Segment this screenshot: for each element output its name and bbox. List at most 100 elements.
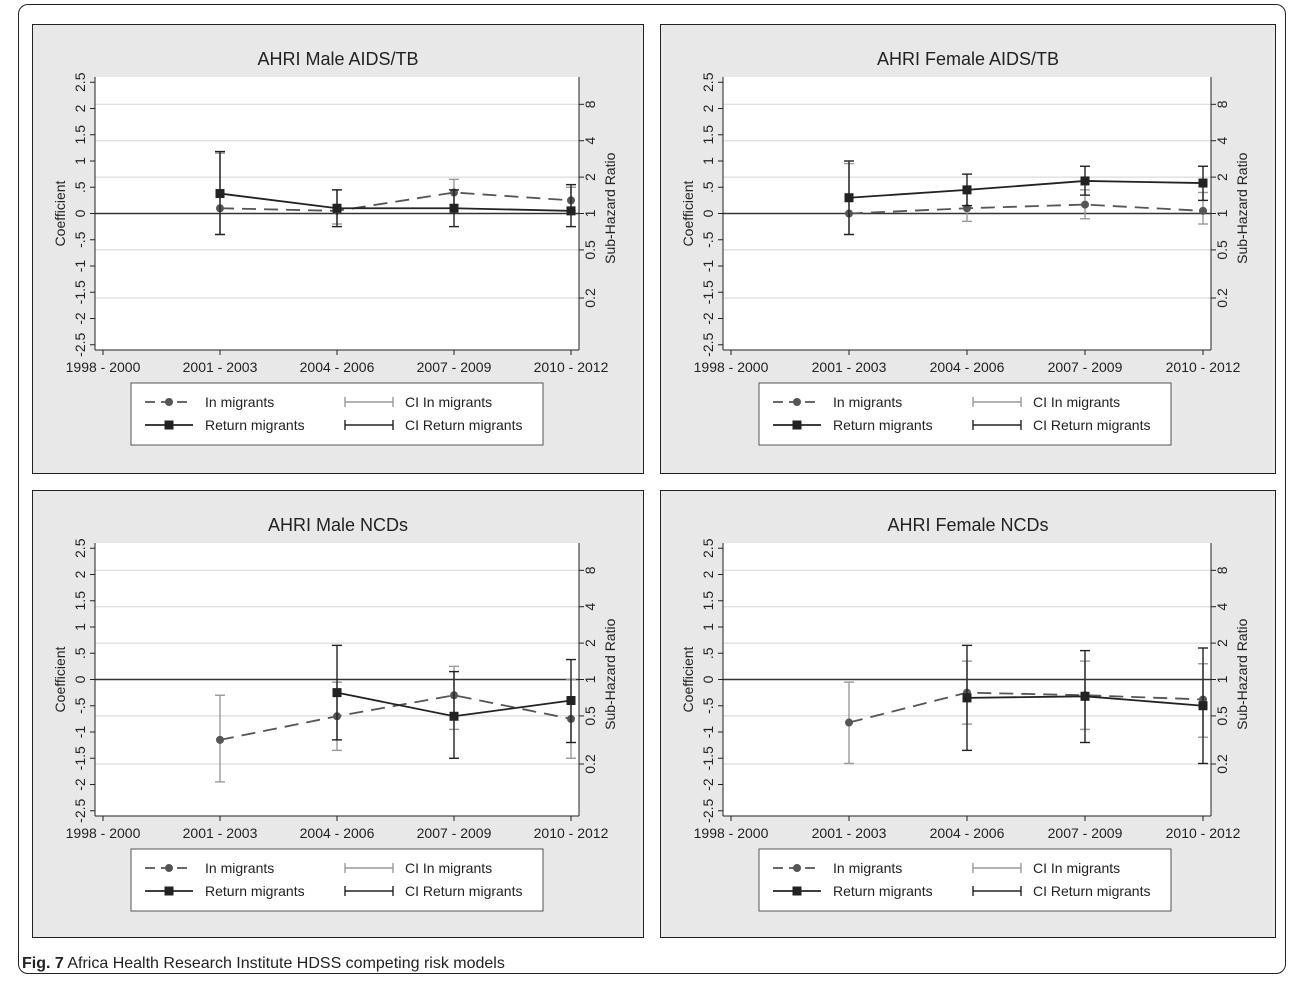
y-tick-label: 2 bbox=[700, 104, 716, 112]
x-tick-label: 2001 - 2003 bbox=[183, 359, 258, 375]
x-tick-label: 1998 - 2000 bbox=[66, 359, 141, 375]
y-tick-label: -1.5 bbox=[72, 280, 88, 304]
legend-label-return: Return migrants bbox=[833, 417, 933, 433]
y-tick-label: 2.5 bbox=[700, 72, 716, 92]
hr-tick-label: 1 bbox=[582, 209, 598, 217]
hr-tick-label: 0.2 bbox=[582, 754, 598, 774]
point-return-migrants bbox=[1198, 701, 1208, 711]
y-tick-label: -2.5 bbox=[700, 332, 716, 356]
hr-tick-label: 4 bbox=[1214, 137, 1230, 145]
y2-axis-title: Sub-Hazard Ratio bbox=[602, 152, 618, 263]
point-return-migrants bbox=[844, 193, 854, 203]
legend-label-ci-return: CI Return migrants bbox=[405, 417, 522, 433]
chart-panel-female-ncds: AHRI Female NCDs -2.5 -2 -1.5 -1 -.5 0.5 1 1.5 2 2… bbox=[660, 490, 1276, 938]
chart-title: AHRI Female NCDs bbox=[887, 515, 1048, 535]
line-in-migrants bbox=[848, 691, 1204, 724]
legend-label-return: Return migrants bbox=[205, 883, 305, 899]
x-tick-label: 2001 - 2003 bbox=[812, 825, 887, 841]
legend: In migrants Return migrants CI In migrants… bbox=[758, 848, 1172, 912]
y-tick-label: 1 bbox=[72, 157, 88, 165]
chart-panel-female-aids-tb: AHRI Female AIDS/TB -2.5 -2 -1.5 -1 -.5 0.5 1 1.… bbox=[660, 24, 1276, 474]
point-return-migrants bbox=[566, 206, 576, 216]
y-tick-label: 0 bbox=[72, 675, 88, 683]
hr-tick-label: 8 bbox=[1214, 100, 1230, 108]
y-axis-title: Coefficient bbox=[52, 180, 68, 246]
legend-label-ci-in: CI In migrants bbox=[1033, 394, 1120, 410]
legend-label-in: In migrants bbox=[833, 394, 902, 410]
legend-label-ci-in: CI In migrants bbox=[405, 860, 492, 876]
point-in-migrants bbox=[845, 718, 853, 727]
y-tick-label: -1.5 bbox=[700, 280, 716, 304]
hr-tick-label: 0.5 bbox=[1214, 706, 1230, 726]
hr-tick-label: 2 bbox=[582, 173, 598, 181]
hr-tick-label: 1 bbox=[582, 675, 598, 683]
line-in-migrants bbox=[219, 191, 572, 212]
legend-label-ci-in: CI In migrants bbox=[405, 394, 492, 410]
y-tick-label: 2.5 bbox=[700, 538, 716, 558]
y-tick-label: .5 bbox=[700, 181, 716, 193]
legend-marker-return bbox=[164, 420, 174, 430]
hr-tick-label: 1 bbox=[1214, 209, 1230, 217]
x-tick-label: 2001 - 2003 bbox=[812, 359, 887, 375]
x-tick-label: 2007 - 2009 bbox=[1048, 825, 1123, 841]
legend-marker-return bbox=[792, 886, 802, 896]
hr-tick-label: 2 bbox=[582, 639, 598, 647]
y-tick-label: 1.5 bbox=[700, 591, 716, 611]
hr-tick-label: 0.5 bbox=[582, 240, 598, 260]
series-return-migrants bbox=[962, 644, 1208, 765]
chart-title: AHRI Male AIDS/TB bbox=[257, 49, 418, 69]
legend-label-in: In migrants bbox=[205, 394, 274, 410]
y-axis-title: Coefficient bbox=[680, 180, 696, 246]
y-tick-label: 1 bbox=[700, 623, 716, 631]
y-tick-label: 1 bbox=[72, 623, 88, 631]
legend-label-ci-return: CI Return migrants bbox=[1033, 883, 1150, 899]
point-return-migrants bbox=[332, 203, 342, 213]
y-tick-label: 1.5 bbox=[72, 591, 88, 611]
y-axis-title: Coefficient bbox=[52, 646, 68, 712]
chart-svg: AHRI Female AIDS/TB-2.5-2-1.5-1-.50.511.… bbox=[661, 25, 1275, 473]
y-tick-label: -.5 bbox=[72, 697, 88, 714]
point-return-migrants bbox=[962, 693, 972, 703]
y-tick-label: -.5 bbox=[700, 231, 716, 248]
point-return-migrants bbox=[449, 203, 459, 213]
x-tick-label: 2004 - 2006 bbox=[300, 825, 375, 841]
y-tick-label: 2.5 bbox=[72, 538, 88, 558]
y-tick-label: .5 bbox=[700, 647, 716, 659]
line-return-migrants bbox=[219, 192, 572, 212]
legend-marker-return bbox=[792, 420, 802, 430]
y-tick-label: -2 bbox=[700, 312, 716, 325]
hr-tick-label: 1 bbox=[1214, 675, 1230, 683]
chart-panel-male-ncds: AHRI Male NCDs -2.5 -2 -1.5 -1 -.5 0.5 1 1.5 2 2.5… bbox=[32, 490, 644, 938]
point-return-migrants bbox=[1198, 178, 1208, 188]
y-tick-label: -1 bbox=[72, 726, 88, 739]
y-tick-label: -2 bbox=[72, 778, 88, 791]
x-tick-label: 2007 - 2009 bbox=[1048, 359, 1123, 375]
y-tick-label: -2.5 bbox=[700, 798, 716, 822]
legend-label-ci-in: CI In migrants bbox=[1033, 860, 1120, 876]
point-in-migrants bbox=[1081, 200, 1089, 209]
chart-title: AHRI Female AIDS/TB bbox=[877, 49, 1059, 69]
y2-axis-title: Sub-Hazard Ratio bbox=[1234, 618, 1250, 729]
series-return-migrants bbox=[332, 644, 576, 759]
point-return-migrants bbox=[449, 711, 459, 721]
chart-svg: AHRI Male AIDS/TB-2.5-2-1.5-1-.50.511.52… bbox=[33, 25, 643, 473]
y-tick-label: 0 bbox=[72, 209, 88, 217]
x-tick-label: 2007 - 2009 bbox=[417, 359, 492, 375]
hr-tick-label: 8 bbox=[582, 100, 598, 108]
hr-tick-label: 4 bbox=[582, 603, 598, 611]
hr-tick-label: 0.2 bbox=[1214, 288, 1230, 308]
legend-label-return: Return migrants bbox=[833, 883, 933, 899]
legend-marker-return bbox=[164, 886, 174, 896]
y-tick-label: 1.5 bbox=[72, 125, 88, 145]
y-tick-label: 2 bbox=[700, 570, 716, 578]
y2-axis-title: Sub-Hazard Ratio bbox=[602, 618, 618, 729]
hr-tick-label: 0.5 bbox=[582, 706, 598, 726]
x-tick-label: 2010 - 2012 bbox=[1166, 359, 1241, 375]
x-tick-label: 2004 - 2006 bbox=[930, 825, 1005, 841]
chart-panel-male-aids-tb: AHRI Male AIDS/TB -2.5 -2 -1.5 -1 -.5 0.5 1 1.5 2… bbox=[32, 24, 644, 474]
point-in-migrants bbox=[216, 735, 224, 744]
y-tick-label: 1 bbox=[700, 157, 716, 165]
legend-label-ci-return: CI Return migrants bbox=[405, 883, 522, 899]
hr-tick-label: 2 bbox=[1214, 173, 1230, 181]
hr-tick-label: 0.5 bbox=[1214, 240, 1230, 260]
